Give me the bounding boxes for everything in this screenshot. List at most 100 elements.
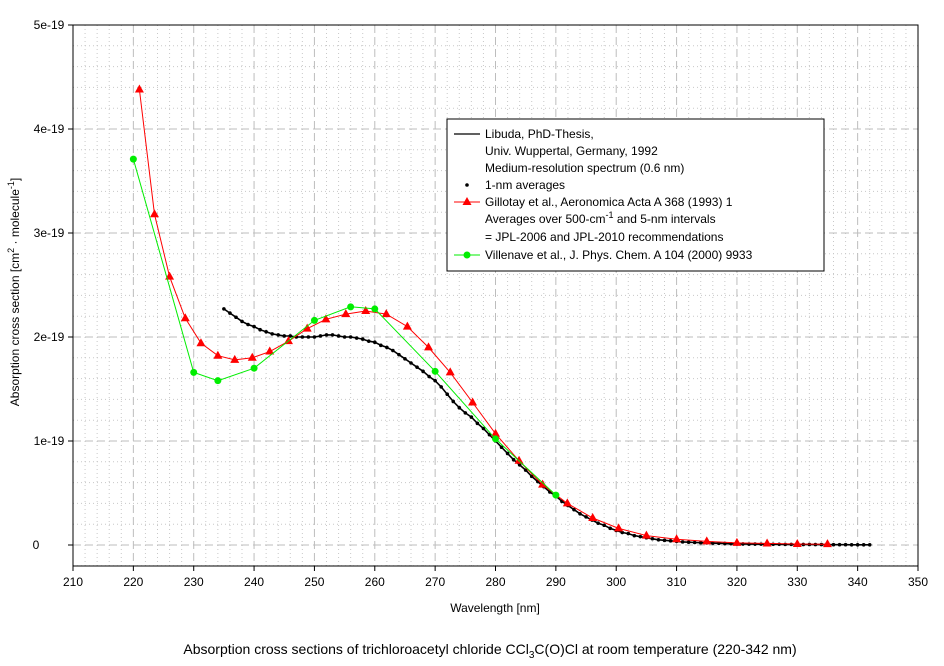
data-point-dot [409,361,413,365]
data-point-dot [686,540,691,544]
data-point-triangle [230,354,240,363]
data-point-dot [391,348,395,353]
data-point-dot [379,343,383,348]
y-tick-label: 2e-19 [34,330,65,344]
data-point-triangle [792,538,802,547]
data-point-triangle [180,313,190,322]
data-point-dot [354,336,359,340]
data-point-triangle [361,306,371,314]
x-tick-label: 210 [63,575,83,589]
data-point-dot [415,365,419,369]
data-point-dot [511,457,516,462]
x-tick-label: 260 [365,575,385,589]
x-tick-label: 250 [304,575,324,589]
data-point-circle [250,364,258,372]
data-point-dot [499,445,504,450]
data-point-triangle [196,338,206,347]
legend-marker-dot-black [465,183,469,187]
data-point-dot [324,333,329,337]
data-point-dot [620,530,625,535]
x-tick-label: 320 [727,575,747,589]
data-point-dot [342,335,347,339]
data-point-dot [318,334,323,338]
series-layer [129,84,872,548]
data-point-dot [855,542,860,547]
data-point-dot [330,333,335,337]
legend-label: Villenave et al., J. Phys. Chem. A 104 (… [485,248,753,262]
data-point-dot [783,542,788,547]
data-point-dot [457,405,462,410]
data-point-triangle [614,523,624,532]
grid [73,25,918,567]
x-tick-label: 310 [667,575,687,589]
data-point-dot [427,374,431,379]
data-point-dot [602,523,606,528]
x-tick-label: 240 [244,575,264,589]
data-point-dot [469,415,474,419]
data-point-dot [777,542,781,547]
legend-label: = JPL-2006 and JPL-2010 recommendations [485,230,723,244]
data-point-dot [843,542,848,547]
legend-box [446,118,825,272]
data-point-triangle [302,323,312,332]
x-tick-label: 340 [848,575,868,589]
data-point-dot [505,451,510,456]
data-point-dot [252,324,256,329]
data-point-dot [680,540,685,544]
data-point-dot [523,468,528,472]
data-point-dot [228,311,232,315]
series-line-2 [132,159,557,496]
data-point-dot [656,538,661,542]
data-point-dot [282,334,287,338]
data-point-triangle [247,352,257,361]
data-point-dot [662,538,667,543]
data-point-dot [264,330,268,334]
data-point-triangle [562,498,572,507]
legend-label: Univ. Wuppertal, Germany, 1992 [485,144,658,158]
data-point-dot [385,345,389,350]
y-tick-label: 4e-19 [34,122,65,136]
data-point-dot [596,521,600,525]
data-point-dot [222,307,226,311]
data-point-dot [831,542,836,547]
data-point-dot [861,542,866,547]
data-point-triangle [588,512,598,521]
x-tick-label: 350 [908,575,928,589]
data-point-triangle [702,536,712,545]
x-axis-label: Wavelength [nm] [450,601,540,615]
data-point-dot [246,322,250,327]
data-point-dot [360,337,365,341]
data-point-dot [433,378,437,383]
y-tick-label: 1e-19 [34,434,65,448]
data-point-triangle [822,539,832,548]
data-point-dot [626,531,631,536]
data-point-dot [439,385,443,389]
y-axis-label: Absorption cross section [cm2 · molecule… [6,178,22,406]
legend-label: Medium-resolution spectrum (0.6 nm) [485,161,684,175]
data-point-dot [312,335,317,339]
legend-label: 1-nm averages [485,178,565,192]
data-point-dot [240,319,244,324]
data-point-triangle [321,314,331,323]
data-point-circle [347,303,355,311]
data-point-dot [348,335,353,339]
data-point-dot [529,474,534,479]
data-point-circle [214,377,222,385]
x-tick-label: 280 [485,575,505,589]
data-point-triangle [445,367,455,376]
legend: Libuda, PhD-Thesis, Univ. Wuppertal, Ger… [446,118,825,272]
legend-marker-circle-green [463,251,471,259]
data-point-triangle [468,397,478,406]
data-point-dot [372,340,377,345]
data-point-dot [578,512,582,516]
x-tick-label: 270 [425,575,445,589]
data-point-dot [584,515,588,519]
data-point-dot [397,352,401,357]
data-point-dot [463,411,468,415]
axes: 210 220 230 240 250 260 270 280 290 300 310 320 330 3… [33,18,929,589]
data-point-triangle [265,346,275,355]
data-point-dot [336,334,341,338]
x-tick-label: 230 [184,575,204,589]
data-point-circle [129,155,137,163]
